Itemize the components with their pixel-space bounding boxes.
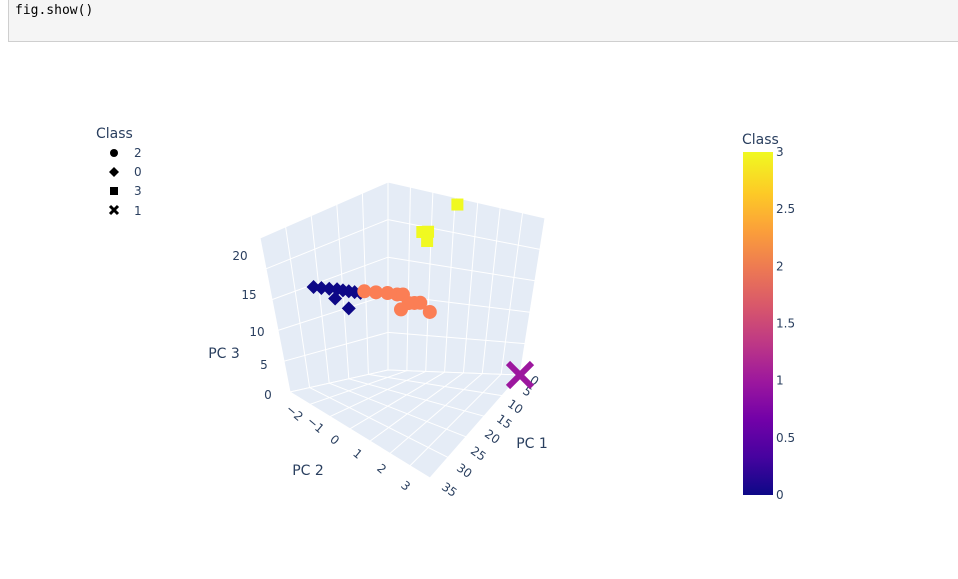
x-icon: [108, 204, 120, 216]
class-2-point: [413, 295, 428, 310]
square-icon: [110, 187, 118, 195]
colorbar-tick-label: 1.5: [776, 317, 795, 331]
colorbar-ticks: 0 0.5 1 1.5 2 2.5 3: [776, 145, 795, 502]
code-cell[interactable]: fig.show(): [8, 0, 958, 42]
gridline: [361, 193, 369, 375]
gridline: [309, 370, 408, 405]
y-axis-title: PC 2: [292, 463, 324, 479]
legend[interactable]: Class 2 0 3 1: [96, 126, 142, 218]
z-tick: 5: [260, 358, 268, 372]
class-2-point: [368, 285, 383, 300]
x-tick: 35: [439, 480, 460, 500]
colorbar-tick-label: 2: [776, 259, 784, 273]
legend-label: 1: [134, 204, 142, 218]
z-tick: 0: [264, 388, 272, 402]
colorbar-tick-label: 3: [776, 145, 784, 159]
gridline: [369, 372, 464, 442]
y-tick: 2: [374, 461, 389, 477]
gridline: [283, 331, 389, 362]
legend-item[interactable]: 1: [108, 204, 142, 218]
z-axis-ticks: 0 5 10 15 20: [232, 249, 271, 402]
class-2-point: [393, 302, 408, 317]
z-tick: 15: [241, 288, 256, 302]
x-tick: 25: [468, 444, 489, 464]
gridline: [309, 387, 449, 458]
colorbar-tick-label: 0: [776, 488, 784, 502]
gridline: [285, 226, 311, 388]
x-tick: 10: [505, 397, 526, 417]
gridline: [406, 187, 411, 371]
colorbar-gradient: [743, 152, 773, 495]
z-axis-title: PC 3: [208, 346, 240, 362]
gridline: [409, 373, 502, 467]
class-3-point: [451, 198, 464, 211]
diamond-icon: [109, 167, 119, 177]
gridline: [348, 378, 485, 417]
gridline: [349, 371, 445, 430]
class-1-point: [505, 360, 535, 390]
class-0-point: [328, 291, 343, 306]
class-0-point: [314, 280, 329, 295]
x-tick: 15: [494, 412, 515, 432]
class-0-point: [322, 281, 337, 296]
gridline: [277, 294, 389, 331]
scene-panes: [259, 181, 546, 479]
legend-label: 3: [134, 184, 142, 198]
gridline: [329, 370, 426, 418]
class-2-point: [357, 284, 372, 299]
data-marks: [306, 198, 535, 390]
gridline: [329, 382, 467, 438]
y-tick: 1: [350, 446, 365, 462]
x-tick: 30: [454, 461, 475, 481]
legend-item[interactable]: 0: [109, 165, 142, 179]
colorbar: Class 0 0.5 1 1.5 2 2.5 3: [742, 132, 795, 502]
colorbar-tick-label: 0.5: [776, 431, 795, 445]
colorbar-tick-label: 1: [776, 374, 784, 388]
class-3-point: [422, 225, 435, 238]
gridline: [389, 373, 483, 454]
colorbar-title: Class: [742, 132, 779, 148]
gridline: [265, 219, 389, 270]
legend-title: Class: [96, 126, 133, 142]
gridline: [462, 202, 479, 373]
gridline: [500, 212, 524, 375]
z-tick: 20: [232, 249, 247, 263]
gridlines: [265, 187, 541, 467]
legend-item[interactable]: 2: [110, 146, 142, 160]
gridline: [387, 219, 541, 250]
gridline: [387, 331, 526, 345]
circle-icon: [110, 149, 118, 157]
colorbar-tick-label: 2.5: [776, 202, 795, 216]
z-tick: 10: [249, 325, 264, 339]
legend-label: 0: [134, 165, 142, 179]
code-line: fig.show(): [15, 3, 94, 18]
gridline: [444, 197, 456, 373]
gridline: [387, 256, 536, 282]
legend-label: 2: [134, 146, 142, 160]
class-2-point: [422, 304, 437, 319]
y-tick: 0: [327, 432, 342, 448]
gridline: [271, 256, 389, 301]
class-3-point: [421, 234, 434, 247]
x-axis-title: PC 1: [516, 436, 548, 452]
y-tick: −1: [304, 414, 327, 436]
gridline: [481, 207, 501, 374]
y-tick: −2: [283, 402, 306, 424]
gridline: [368, 373, 503, 397]
x-tick: 20: [482, 427, 503, 447]
class-0-point: [341, 301, 356, 316]
gridline: [425, 192, 434, 372]
legend-item[interactable]: 3: [110, 184, 142, 198]
y-tick: 3: [398, 478, 413, 494]
gridline: [310, 215, 330, 384]
